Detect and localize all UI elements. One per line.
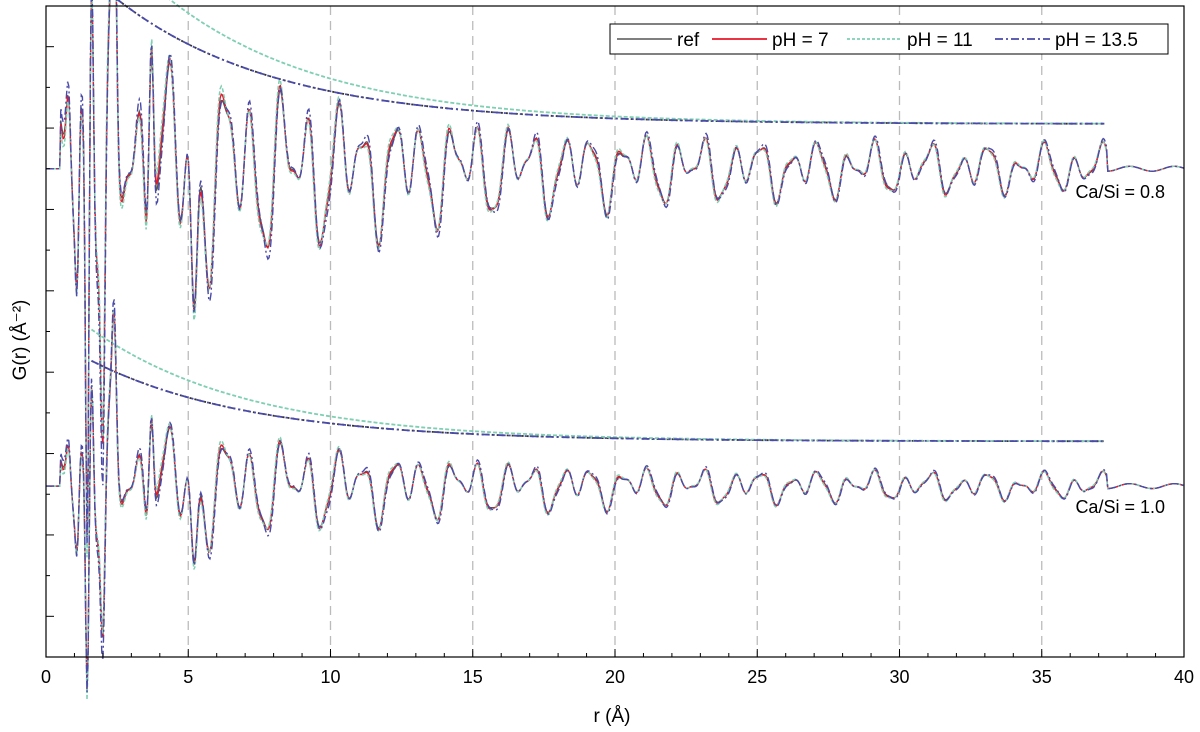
x-tick-label: 20 <box>605 667 625 687</box>
curve-pH11-panel1 <box>46 308 1185 700</box>
legend-label-ph11: pH = 11 <box>907 30 973 51</box>
envelope-pH11-panel1 <box>90 328 1105 443</box>
panel-label-bottom: Ca/Si = 1.0 <box>1075 497 1165 517</box>
grid-lines <box>187 6 1043 657</box>
envelope-ref-panel1 <box>91 359 1105 443</box>
curves <box>46 0 1185 700</box>
y-axis-title: G(r) (Å⁻²) <box>10 300 31 381</box>
curve-pH11-panel0 <box>46 0 1185 558</box>
x-tick-label: 15 <box>463 667 483 687</box>
envelope-pH135-panel1 <box>91 359 1105 443</box>
x-tick-label: 10 <box>320 667 340 687</box>
envelope-ref-panel0 <box>116 0 1105 125</box>
curve-pH135-panel1 <box>46 299 1185 693</box>
axes: 0 5 10 15 20 25 30 35 40 <box>41 46 1194 687</box>
legend: ref pH = 7 pH = 11 pH = 13.5 <box>609 23 1169 55</box>
x-tick-label: 25 <box>747 667 767 687</box>
panel-label-top: Ca/Si = 0.8 <box>1075 182 1165 202</box>
legend-label-ph7: pH = 7 <box>772 30 829 51</box>
x-tick-label: 40 <box>1174 667 1194 687</box>
curve-pH135-panel0 <box>46 0 1185 544</box>
x-tick-label: 5 <box>183 667 193 687</box>
legend-label-ref: ref <box>677 30 700 51</box>
legend-label-ph135: pH = 13.5 <box>1055 30 1138 51</box>
envelope-pH11-panel0 <box>168 0 1105 125</box>
x-tick-label: 35 <box>1032 667 1052 687</box>
x-tick-label: 30 <box>889 667 909 687</box>
envelope-pH135-panel0 <box>116 0 1105 125</box>
x-tick-label: 0 <box>41 667 51 687</box>
x-axis-title: r (Å) <box>594 706 631 727</box>
